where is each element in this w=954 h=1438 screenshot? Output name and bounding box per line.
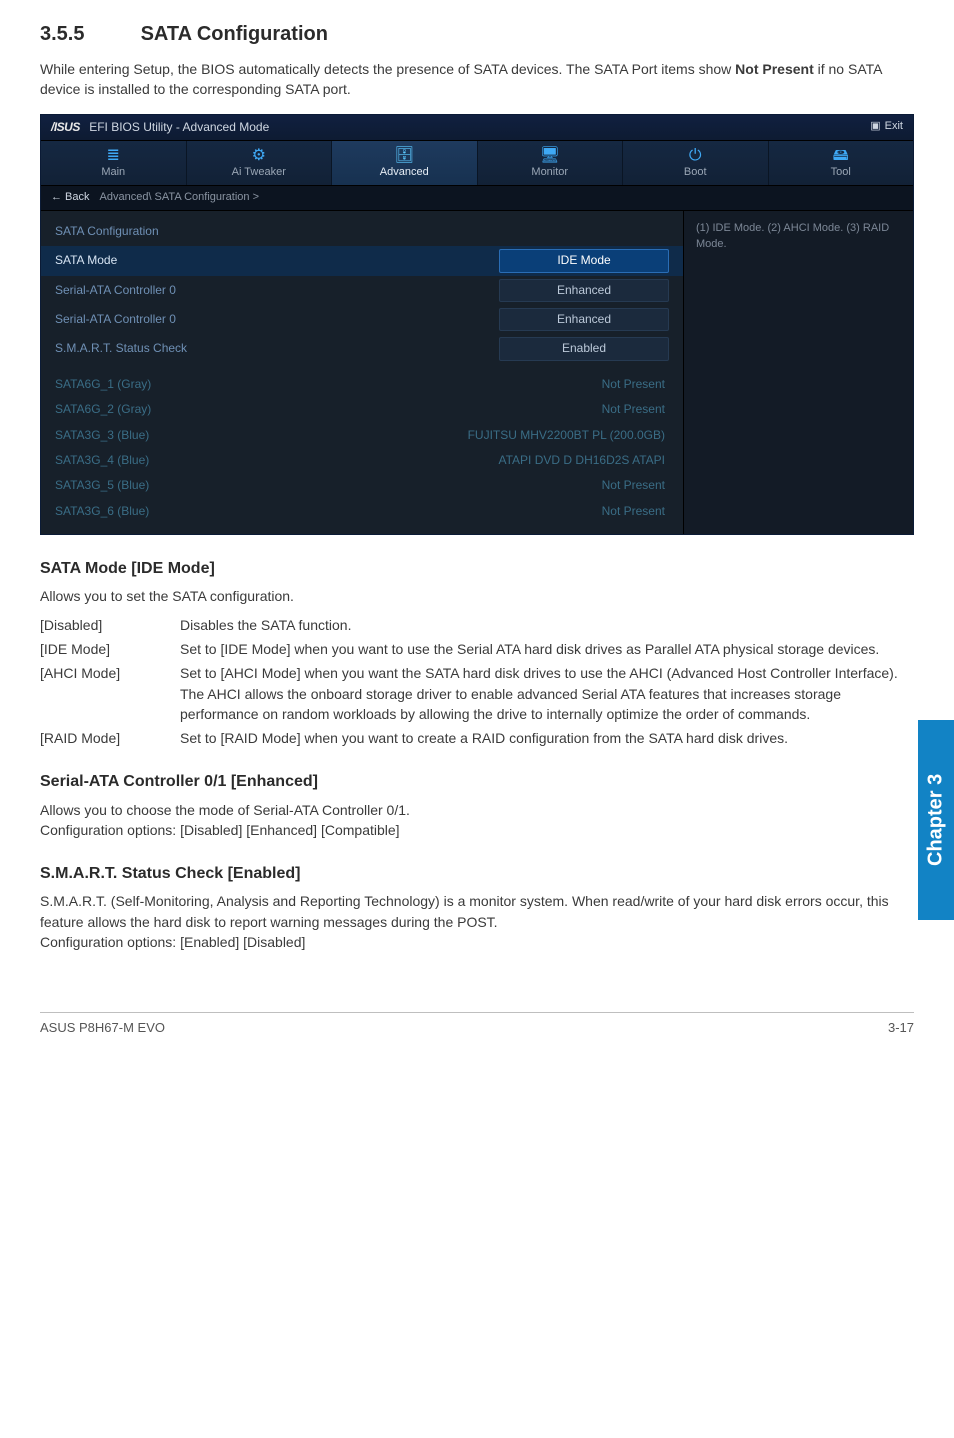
tab-boot[interactable]: ⏻Boot — [623, 141, 769, 185]
bios-info-row: SATA6G_1 (Gray)Not Present — [41, 372, 683, 397]
intro-bold: Not Present — [735, 61, 814, 77]
bios-screenshot: /ISUS EFI BIOS Utility - Advanced Mode ▣… — [40, 114, 914, 536]
bios-left-panel: SATA Configuration SATA ModeIDE ModeSeri… — [41, 211, 683, 534]
port-value: Not Present — [357, 399, 669, 420]
port-label: SATA3G_5 (Blue) — [55, 477, 357, 494]
tab-icon: 🗄 — [332, 147, 477, 165]
option-text: Set to [IDE Mode] when you want to use t… — [180, 639, 914, 659]
bios-brand: /ISUS — [51, 120, 80, 134]
tab-label: Advanced — [380, 166, 429, 178]
tab-label: Tool — [831, 166, 851, 178]
setting-value[interactable]: Enabled — [499, 337, 669, 360]
port-label: SATA6G_2 (Gray) — [55, 401, 357, 418]
option-row: [Disabled]Disables the SATA function. — [40, 615, 914, 635]
port-value: FUJITSU MHV2200BT PL (200.0GB) — [357, 425, 669, 446]
tab-monitor[interactable]: 🖥Monitor — [478, 141, 624, 185]
tab-icon: ⏻ — [623, 147, 768, 165]
setting-label: Serial-ATA Controller 0 — [55, 282, 499, 299]
bios-info-row: SATA6G_2 (Gray)Not Present — [41, 397, 683, 422]
port-label: SATA6G_1 (Gray) — [55, 376, 357, 393]
footer-right: 3-17 — [888, 1019, 914, 1038]
section-title: SATA Configuration — [141, 23, 328, 45]
tab-icon: 🖴 — [769, 147, 914, 165]
page-footer: ASUS P8H67-M EVO 3-17 — [40, 1012, 914, 1038]
bios-title: EFI BIOS Utility - Advanced Mode — [89, 120, 269, 134]
option-key: [AHCI Mode] — [40, 663, 180, 724]
option-row: [AHCI Mode]Set to [AHCI Mode] when you w… — [40, 663, 914, 724]
tab-icon: 🖥 — [478, 147, 623, 165]
setting-label: Serial-ATA Controller 0 — [55, 311, 499, 328]
port-value: Not Present — [357, 475, 669, 496]
subsection-heading: Serial-ATA Controller 0/1 [Enhanced] — [40, 770, 914, 793]
option-key: [RAID Mode] — [40, 728, 180, 748]
bios-info-row: SATA3G_6 (Blue)Not Present — [41, 499, 683, 524]
bios-tabs: ≣Main⚙Ai Tweaker🗄Advanced🖥Monitor⏻Boot🖴T… — [41, 141, 913, 186]
subsection-desc: Allows you to set the SATA configuration… — [40, 586, 914, 606]
tab-icon: ≣ — [41, 147, 186, 165]
option-key: [IDE Mode] — [40, 639, 180, 659]
option-text: Set to [RAID Mode] when you want to crea… — [180, 728, 914, 748]
chapter-side-tab: Chapter 3 — [918, 720, 954, 920]
tab-label: Main — [101, 166, 125, 178]
port-value: Not Present — [357, 501, 669, 522]
subsection-desc: S.M.A.R.T. (Self-Monitoring, Analysis an… — [40, 891, 914, 952]
tab-icon: ⚙ — [187, 147, 332, 165]
port-value: ATAPI DVD D DH16D2S ATAPI — [357, 450, 669, 471]
option-text: Set to [AHCI Mode] when you want the SAT… — [180, 663, 914, 724]
setting-label: S.M.A.R.T. Status Check — [55, 340, 499, 357]
section-number: 3.5.5 — [40, 20, 135, 49]
exit-label: Exit — [885, 119, 903, 135]
option-key: [Disabled] — [40, 615, 180, 635]
bios-help-text: (1) IDE Mode. (2) AHCI Mode. (3) RAID Mo… — [696, 221, 901, 253]
bios-setting-row[interactable]: Serial-ATA Controller 0Enhanced — [41, 305, 683, 334]
bios-titlebar: /ISUS EFI BIOS Utility - Advanced Mode ▣… — [41, 115, 913, 141]
tab-label: Monitor — [531, 166, 568, 178]
breadcrumb-path: Advanced\ SATA Configuration > — [100, 190, 260, 206]
bios-info-row: SATA3G_5 (Blue)Not Present — [41, 473, 683, 498]
section-heading: 3.5.5 SATA Configuration — [40, 20, 914, 49]
bios-info-row: SATA3G_3 (Blue)FUJITSU MHV2200BT PL (200… — [41, 423, 683, 448]
tab-advanced[interactable]: 🗄Advanced — [332, 141, 478, 185]
subsection-desc: Allows you to choose the mode of Serial-… — [40, 800, 914, 841]
setting-label: SATA Mode — [55, 252, 499, 269]
breadcrumb: ← Back Advanced\ SATA Configuration > — [41, 186, 913, 211]
bios-setting-row[interactable]: SATA ModeIDE Mode — [41, 246, 683, 275]
option-row: [IDE Mode]Set to [IDE Mode] when you wan… — [40, 639, 914, 659]
setting-value[interactable]: Enhanced — [499, 279, 669, 302]
bios-setting-row[interactable]: S.M.A.R.T. Status CheckEnabled — [41, 334, 683, 363]
port-value: Not Present — [357, 374, 669, 395]
subsection-heading: SATA Mode [IDE Mode] — [40, 557, 914, 580]
exit-icon: ▣ — [870, 119, 880, 135]
bios-subheading: SATA Configuration — [41, 217, 683, 246]
intro-pre: While entering Setup, the BIOS automatic… — [40, 61, 735, 77]
exit-button[interactable]: ▣ Exit — [870, 119, 903, 135]
option-text: Disables the SATA function. — [180, 615, 914, 635]
port-label: SATA3G_6 (Blue) — [55, 503, 357, 520]
port-label: SATA3G_4 (Blue) — [55, 452, 357, 469]
port-label: SATA3G_3 (Blue) — [55, 427, 357, 444]
tab-ai-tweaker[interactable]: ⚙Ai Tweaker — [187, 141, 333, 185]
tab-label: Ai Tweaker — [232, 166, 286, 178]
setting-value[interactable]: IDE Mode — [499, 249, 669, 272]
setting-value[interactable]: Enhanced — [499, 308, 669, 331]
intro-paragraph: While entering Setup, the BIOS automatic… — [40, 59, 914, 100]
tab-main[interactable]: ≣Main — [41, 141, 187, 185]
back-button[interactable]: ← Back — [51, 190, 90, 206]
option-row: [RAID Mode]Set to [RAID Mode] when you w… — [40, 728, 914, 748]
tab-tool[interactable]: 🖴Tool — [769, 141, 914, 185]
tab-label: Boot — [684, 166, 707, 178]
footer-left: ASUS P8H67-M EVO — [40, 1019, 165, 1038]
bios-setting-row[interactable]: Serial-ATA Controller 0Enhanced — [41, 276, 683, 305]
bios-info-row: SATA3G_4 (Blue)ATAPI DVD D DH16D2S ATAPI — [41, 448, 683, 473]
subsection-heading: S.M.A.R.T. Status Check [Enabled] — [40, 862, 914, 885]
bios-help-panel: (1) IDE Mode. (2) AHCI Mode. (3) RAID Mo… — [683, 211, 913, 534]
